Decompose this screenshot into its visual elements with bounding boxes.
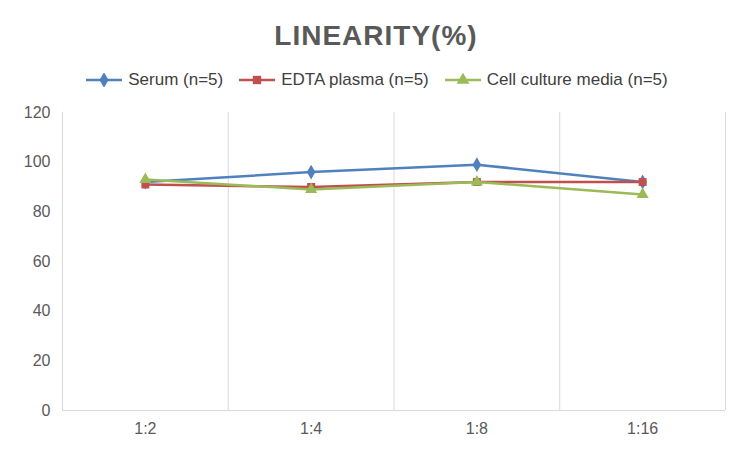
html-text:EDTA plasma (n=5): EDTA plasma (n=5) (281, 70, 429, 89)
svg-text:1:16: 1:16 (627, 420, 658, 437)
svg-text:120: 120 (24, 104, 51, 121)
svg-text:40: 40 (33, 302, 51, 319)
svg-text:20: 20 (33, 352, 51, 369)
svg-text:1:8: 1:8 (466, 420, 488, 437)
svg-text:1:4: 1:4 (300, 420, 322, 437)
html-text:LINEARITY(%): LINEARITY(%) (274, 20, 478, 51)
svg-text:1:2: 1:2 (134, 420, 156, 437)
svg-text:100: 100 (24, 153, 51, 170)
svg-text:60: 60 (33, 253, 51, 270)
html-text:Cell culture media (n=5): Cell culture media (n=5) (486, 70, 668, 89)
svg-text:80: 80 (33, 203, 51, 220)
html-text:Serum (n=5): Serum (n=5) (128, 70, 224, 89)
svg-text:0: 0 (42, 402, 51, 419)
